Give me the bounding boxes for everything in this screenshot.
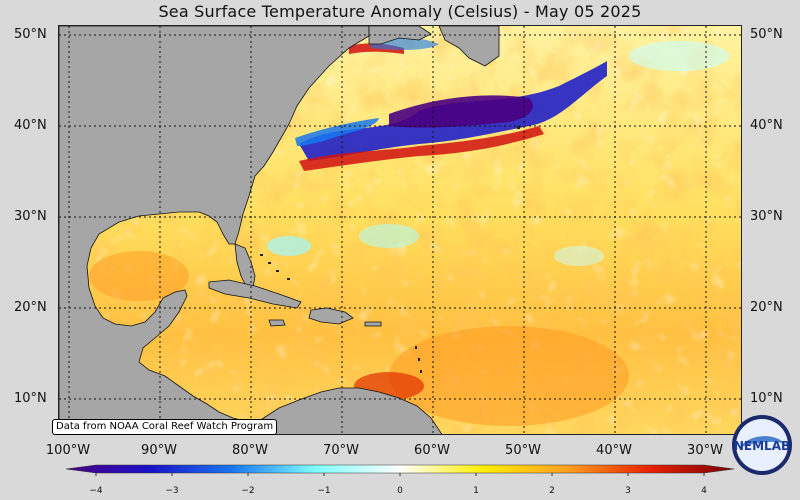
cool-anomaly-sargasso <box>359 224 419 248</box>
cool-anomaly-north <box>629 41 729 71</box>
puerto-rico <box>364 321 382 327</box>
map-title: Sea Surface Temperature Anomaly (Celsius… <box>158 2 642 21</box>
colorbar: −4 −3 −2 −1 0 1 2 3 4 <box>65 464 735 496</box>
lon-label: 50°W <box>505 443 541 458</box>
colorbar-tick-label: −4 <box>89 486 103 496</box>
colorbar-ticks: −4 −3 −2 −1 0 1 2 3 4 <box>89 473 707 496</box>
lat-label-right: 20°N <box>750 300 783 315</box>
colorbar-tick-label: 3 <box>625 486 631 496</box>
lat-label-left: 40°N <box>14 118 47 133</box>
north-america-landmass <box>59 26 370 434</box>
lat-label-left: 10°N <box>14 391 47 406</box>
lon-label: 90°W <box>141 443 177 458</box>
bahamas-island <box>260 254 263 256</box>
warm-anomaly-tropics <box>389 326 629 426</box>
nemlab-logo: NEMLAB <box>732 415 792 475</box>
colorbar-tick-label: −3 <box>165 486 178 496</box>
lon-label: 60°W <box>414 443 450 458</box>
cuba <box>208 279 302 309</box>
cool-edge-gulf-stream <box>295 118 379 146</box>
colorbar-bar <box>65 464 735 474</box>
colorbar-tick-label: −1 <box>317 486 330 496</box>
colorbar-tick-label: 2 <box>549 486 555 496</box>
bermuda-island <box>517 126 520 129</box>
bahamas-island <box>276 270 279 272</box>
graticule <box>59 26 741 434</box>
cool-anomaly-bahamas <box>267 236 311 256</box>
lat-label-right: 50°N <box>750 27 783 42</box>
lat-label-left: 50°N <box>14 27 47 42</box>
lat-label-right: 10°N <box>750 391 783 406</box>
jamaica <box>268 319 286 327</box>
lon-label: 100°W <box>45 443 91 458</box>
lesser-antilles-island <box>415 346 417 349</box>
colorbar-tick-label: 4 <box>701 486 707 496</box>
lon-label: 70°W <box>323 443 359 458</box>
lon-label: 80°W <box>232 443 268 458</box>
logo-inner-disc <box>736 419 788 471</box>
cool-anomaly-atlantic <box>554 246 604 266</box>
cold-core-gulf-stream <box>389 95 533 128</box>
lesser-antilles-island <box>420 370 422 373</box>
bahamas-island <box>268 262 271 264</box>
lat-label-left: 30°N <box>14 209 47 224</box>
map-panel <box>58 25 742 435</box>
lesser-antilles-island <box>418 358 420 361</box>
lat-label-right: 40°N <box>750 118 783 133</box>
bahamas-island <box>287 278 290 280</box>
logo-wave <box>739 436 785 448</box>
warm-anomaly-gulf <box>89 251 189 301</box>
sst-map <box>59 26 741 434</box>
lon-label: 40°W <box>596 443 632 458</box>
lat-label-right: 30°N <box>750 209 783 224</box>
small-islands <box>260 126 520 373</box>
warm-edge-gulf-stream <box>299 126 544 171</box>
colorbar-tick-label: −2 <box>241 486 254 496</box>
colorbar-tick-label: 1 <box>473 486 479 496</box>
logo-text: NEMLAB <box>734 439 790 453</box>
newfoundland <box>438 26 500 67</box>
lat-label-left: 20°N <box>14 300 47 315</box>
data-credit-label: Data from NOAA Coral Reef Watch Program <box>52 419 278 435</box>
colorbar-tick-label: 0 <box>397 486 403 496</box>
lon-label: 30°W <box>687 443 723 458</box>
